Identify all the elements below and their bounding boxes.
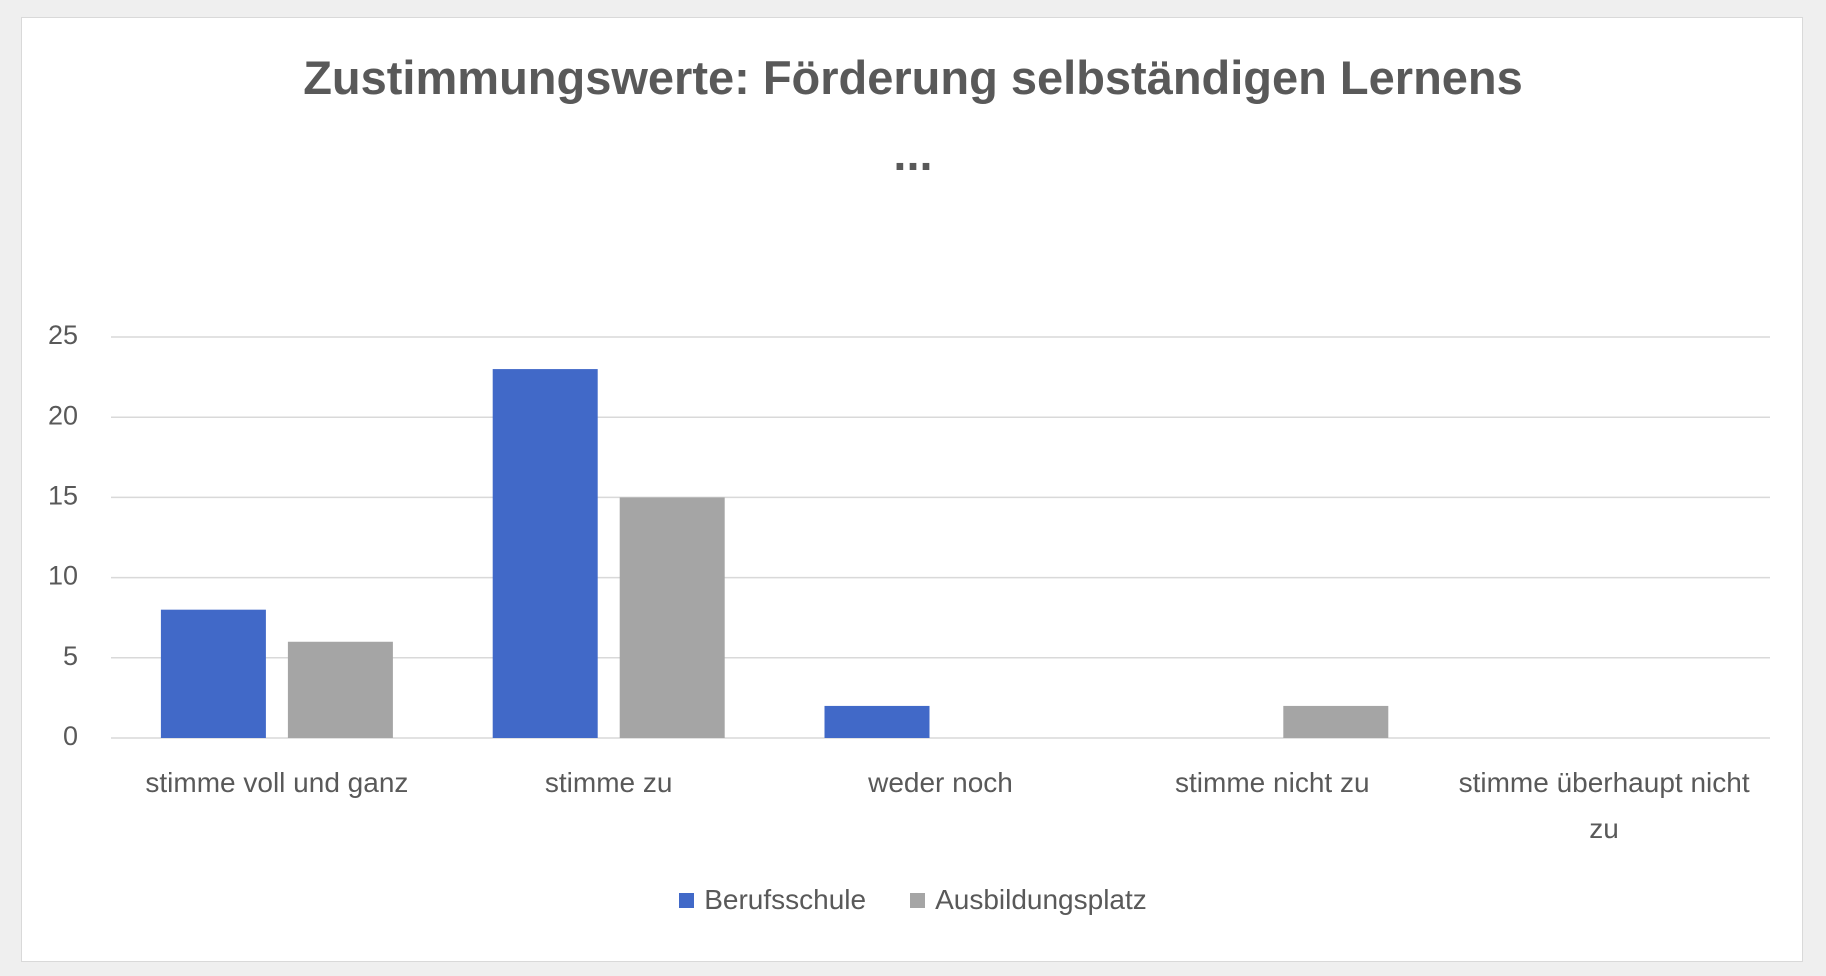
y-tick-label: 10	[48, 561, 78, 591]
x-tick-label: weder noch	[868, 767, 1013, 798]
legend-swatch	[910, 892, 926, 908]
y-tick-label: 0	[63, 721, 78, 751]
y-tick-label: 15	[48, 481, 78, 511]
chart-title: Zustimmungswerte: Förderung selbständige…	[303, 51, 1523, 180]
legend-swatch	[679, 892, 695, 908]
bar	[619, 497, 725, 738]
x-tick-label: stimme zu	[544, 767, 673, 798]
legend-label: Berufsschule	[704, 884, 867, 915]
legend: Berufsschule Ausbildungsplatz	[0, 884, 1826, 916]
bar	[492, 369, 598, 738]
legend-label: Ausbildungsplatz	[935, 884, 1147, 915]
bar	[1283, 705, 1389, 738]
chart-frame	[21, 17, 1803, 962]
y-tick-label: 20	[48, 400, 78, 430]
bar	[824, 705, 930, 738]
bar	[287, 641, 393, 738]
legend-item: Ausbildungsplatz	[910, 884, 1147, 916]
x-tick-label: stimme überhaupt nicht zu	[1458, 767, 1750, 844]
legend-item: Berufsschule	[679, 884, 866, 916]
bar	[160, 609, 266, 738]
x-tick-label: stimme voll und ganz	[145, 767, 409, 798]
y-tick-label: 5	[63, 641, 78, 671]
x-tick-label: stimme nicht zu	[1175, 767, 1370, 798]
title-box: Zustimmungswerte: Förderung selbständige…	[0, 40, 1826, 192]
y-tick-label: 25	[48, 320, 78, 350]
